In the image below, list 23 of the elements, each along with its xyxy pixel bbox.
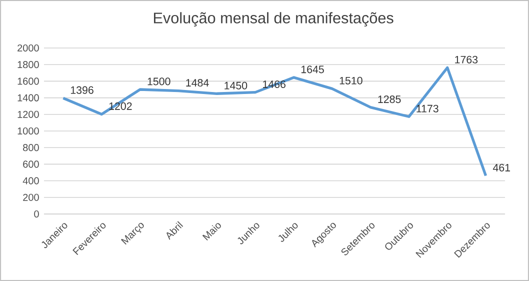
y-tick-label: 1400 <box>18 94 39 102</box>
y-tick-label: 200 <box>23 194 39 201</box>
data-label: 1285 <box>378 96 401 104</box>
data-label: 1450 <box>224 82 248 90</box>
y-tick-label: 1800 <box>18 61 39 68</box>
data-label: 1173 <box>416 104 438 112</box>
data-label: 1396 <box>70 86 94 94</box>
y-tick-label: 1600 <box>18 78 39 85</box>
chart-title: Evolução mensal de manifestações <box>154 12 394 26</box>
data-label: 1763 <box>455 56 478 64</box>
y-tick-label: 600 <box>23 160 39 168</box>
y-tick-label: 2000 <box>18 44 39 52</box>
line-series <box>62 66 488 178</box>
y-tick-label: 0 <box>34 210 39 218</box>
data-label: 1645 <box>301 66 324 74</box>
data-label: 461 <box>492 164 510 172</box>
y-tick-label: 1000 <box>18 127 39 135</box>
y-tick-label: 400 <box>22 177 39 184</box>
data-label: 1510 <box>340 76 362 84</box>
y-tick-label: 800 <box>23 144 39 152</box>
y-tick-label: 1200 <box>18 110 39 118</box>
data-label: 1500 <box>148 78 170 86</box>
data-label: 1484 <box>186 79 209 87</box>
